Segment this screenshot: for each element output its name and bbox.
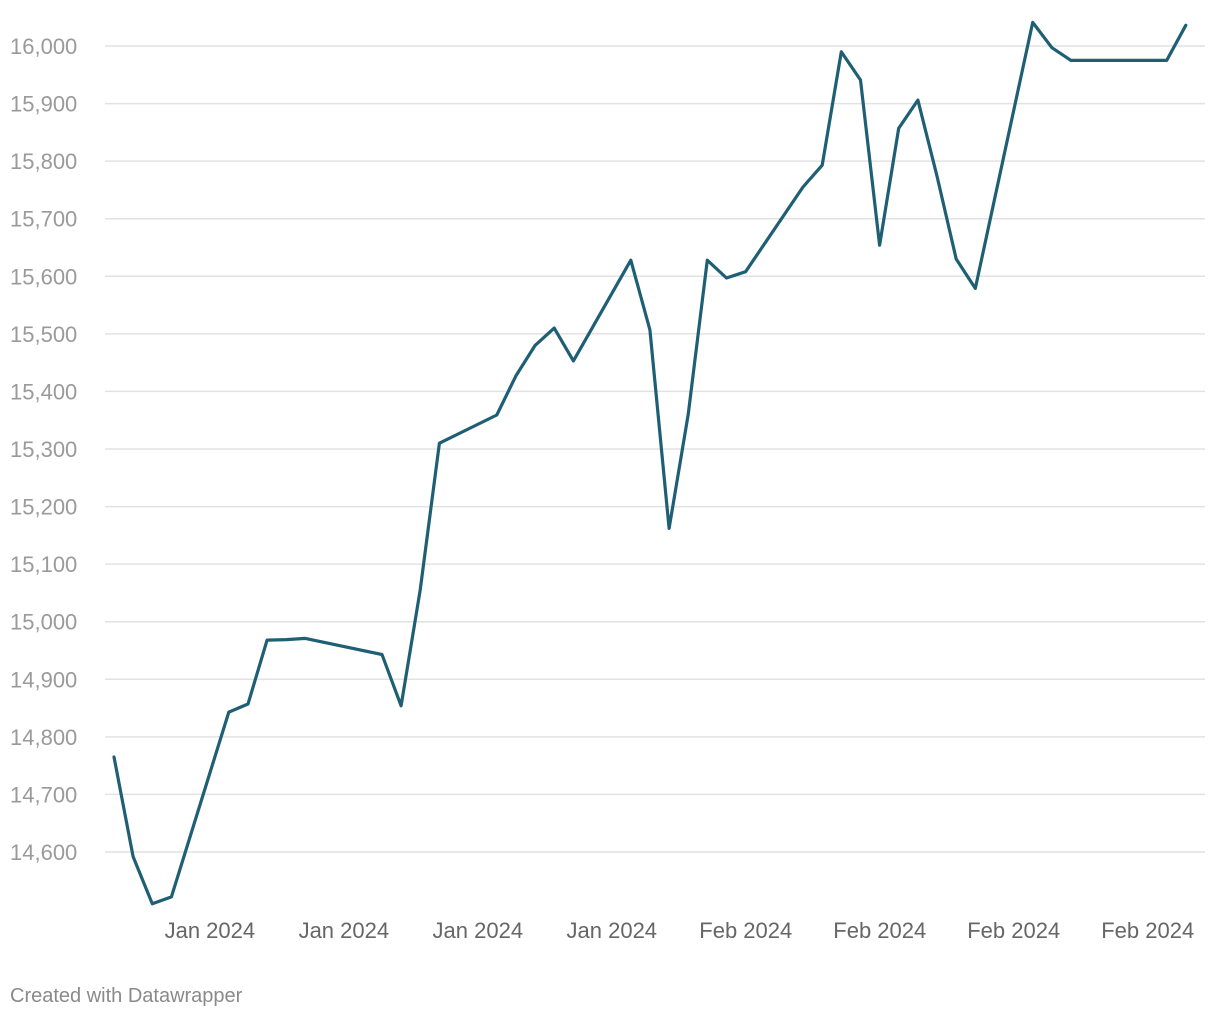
line-chart: 14,600 14,700 14,800 14,900 15,000 15,100 15,2… <box>10 20 1205 943</box>
y-tick-label: 14,900 <box>10 667 77 692</box>
y-tick-label: 14,800 <box>10 725 77 750</box>
credit-text: Created with Datawrapper <box>10 985 243 1007</box>
y-tick-label: 15,700 <box>10 207 77 232</box>
y-tick-label: 15,000 <box>10 610 77 635</box>
y-tick-label: 15,200 <box>10 495 77 520</box>
x-tick-label: Feb 2024 <box>699 918 792 943</box>
y-tick-label: 15,100 <box>10 552 77 577</box>
y-tick-label: 15,400 <box>10 379 77 404</box>
y-axis-labels: 14,600 14,700 14,800 14,900 15,000 15,100 15,2… <box>10 34 77 865</box>
x-tick-label: Feb 2024 <box>967 918 1060 943</box>
x-tick-label: Jan 2024 <box>165 918 256 943</box>
series-layer <box>112 20 1188 906</box>
x-tick-label: Jan 2024 <box>433 918 524 943</box>
series-line <box>112 20 1188 906</box>
x-axis-labels: Jan 2024 Jan 2024 Jan 2024 Jan 2024 Feb 2024… <box>165 918 1195 943</box>
y-tick-label: 14,700 <box>10 782 77 807</box>
y-tick-label: 15,800 <box>10 149 77 174</box>
y-tick-label: 15,500 <box>10 322 77 347</box>
y-tick-label: 16,000 <box>10 34 77 59</box>
x-tick-label: Jan 2024 <box>567 918 658 943</box>
y-tick-label: 15,900 <box>10 92 77 117</box>
x-tick-label: Jan 2024 <box>299 918 390 943</box>
y-tick-label: 15,300 <box>10 437 77 462</box>
x-tick-label: Feb 2024 <box>1101 918 1194 943</box>
y-tick-label: 15,600 <box>10 264 77 289</box>
x-tick-label: Feb 2024 <box>833 918 926 943</box>
y-tick-label: 14,600 <box>10 840 77 865</box>
gridlines <box>105 45 1205 853</box>
